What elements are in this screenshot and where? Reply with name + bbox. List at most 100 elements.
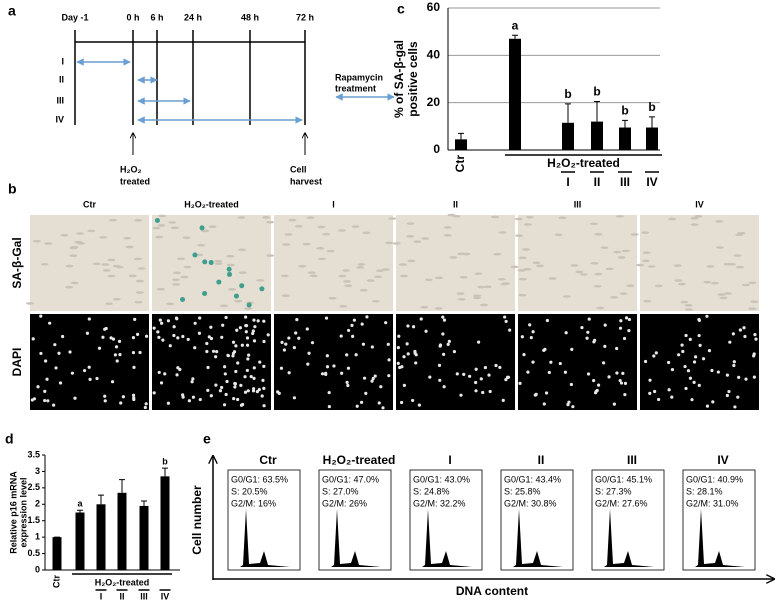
cell: [237, 216, 246, 219]
nucleus: [236, 397, 240, 402]
nucleus: [166, 319, 171, 323]
y-tick-label: 40: [427, 48, 441, 62]
nucleus: [615, 371, 619, 375]
cell: [497, 277, 506, 281]
nucleus: [223, 365, 227, 369]
nucleus: [370, 379, 374, 383]
regimen-label: III: [56, 95, 64, 105]
phase-stat: S: 28.1%: [686, 486, 723, 496]
cell: [256, 279, 265, 282]
nucleus: [234, 344, 238, 348]
nucleus: [325, 365, 330, 369]
nucleus: [459, 393, 463, 397]
nucleus: [452, 350, 456, 354]
cell: [673, 264, 682, 267]
nucleus: [697, 333, 701, 338]
cell: [449, 256, 458, 259]
cell: [125, 245, 134, 249]
cell: [630, 233, 639, 236]
nucleus: [542, 402, 546, 406]
nucleus: [754, 337, 758, 341]
phase-stat: G2/M: 32.2%: [413, 498, 466, 508]
nucleus: [725, 393, 729, 398]
nucleus: [580, 325, 584, 330]
nucleus: [251, 389, 256, 393]
nucleus: [438, 378, 442, 382]
nucleus: [396, 361, 400, 365]
nucleus: [243, 375, 247, 379]
nucleus: [255, 390, 259, 394]
cell: [443, 234, 452, 237]
nucleus: [252, 318, 256, 322]
nucleus: [73, 396, 77, 400]
cell: [594, 272, 603, 276]
cell: [536, 264, 545, 268]
bar: [455, 139, 467, 150]
nucleus: [163, 372, 167, 376]
nucleus: [52, 403, 56, 407]
y-axis-label: expression level: [18, 477, 28, 547]
nucleus: [174, 316, 179, 320]
y-tick-label: 0.5: [27, 548, 40, 558]
nucleus: [287, 371, 291, 375]
cell: [262, 216, 271, 219]
nucleus: [306, 362, 310, 366]
nucleus: [97, 346, 102, 350]
nucleus: [282, 348, 287, 352]
nucleus: [697, 383, 701, 387]
cell: [226, 263, 235, 267]
x-tick-label: II: [594, 175, 601, 189]
nucleus: [455, 372, 459, 376]
nucleus: [705, 404, 710, 408]
histogram: [422, 509, 472, 567]
nucleus: [187, 399, 191, 403]
nucleus: [531, 360, 535, 364]
nucleus: [114, 345, 119, 349]
nucleus: [442, 385, 446, 389]
nucleus: [670, 367, 675, 372]
bar: [591, 121, 603, 150]
nucleus: [386, 342, 390, 346]
stained-cell: [202, 259, 208, 265]
regimen-label: I: [61, 56, 64, 66]
cell: [294, 225, 303, 228]
stained-cell: [246, 302, 252, 308]
event-label: H₂O₂: [120, 164, 142, 174]
nucleus: [197, 331, 202, 335]
x-tick-label: I: [100, 591, 103, 601]
cell: [234, 299, 243, 303]
micrograph: [396, 215, 515, 311]
column-label: II: [453, 199, 458, 209]
column-label: IV: [695, 199, 704, 209]
cell: [374, 275, 383, 279]
cell: [137, 267, 146, 270]
cell: [613, 250, 622, 254]
nucleus: [287, 336, 291, 340]
cell: [600, 246, 609, 249]
micrograph: [396, 314, 515, 410]
nucleus: [648, 378, 652, 382]
nucleus: [172, 333, 176, 338]
nucleus: [211, 349, 216, 353]
cell: [214, 262, 223, 265]
cell: [706, 265, 715, 268]
nucleus: [206, 388, 210, 392]
y-axis-label: Cell number: [190, 485, 204, 555]
y-tick-label: 2.5: [27, 482, 40, 492]
cell: [344, 284, 353, 287]
nucleus: [612, 402, 616, 406]
nucleus: [438, 344, 442, 348]
nucleus: [648, 391, 652, 395]
nucleus: [87, 317, 91, 321]
error-bar: [565, 103, 571, 123]
nucleus: [225, 379, 229, 384]
cell: [532, 261, 541, 265]
nucleus: [39, 351, 43, 356]
nucleus: [294, 331, 298, 335]
nucleus: [737, 375, 741, 380]
legend-label: treatment: [335, 83, 376, 93]
nucleus: [176, 366, 180, 370]
nucleus: [340, 371, 344, 375]
cell: [128, 274, 137, 278]
cell: [157, 224, 166, 227]
